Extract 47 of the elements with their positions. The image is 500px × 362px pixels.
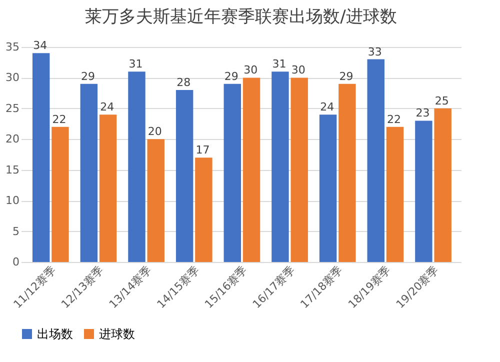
chart-title: 莱万多夫斯基近年赛季联赛出场数/进球数 xyxy=(85,7,397,28)
data-label: 25 xyxy=(434,94,449,108)
bar xyxy=(367,59,384,262)
bar xyxy=(52,126,69,262)
bar xyxy=(195,158,212,262)
data-label: 31 xyxy=(128,58,143,71)
data-label: 24 xyxy=(100,100,114,114)
bar xyxy=(128,72,146,262)
data-label: 23 xyxy=(416,106,430,120)
data-label: 34 xyxy=(33,39,48,52)
data-label: 22 xyxy=(387,112,402,126)
data-label: 30 xyxy=(244,64,258,77)
data-label: 30 xyxy=(291,64,306,77)
bar xyxy=(242,78,260,262)
data-label: 24 xyxy=(320,100,334,114)
legend-label: 进球数 xyxy=(99,327,135,341)
y-tick-label: 15 xyxy=(6,163,20,176)
bar xyxy=(32,53,50,262)
data-label: 17 xyxy=(196,144,210,157)
data-label: 28 xyxy=(176,76,191,89)
bar xyxy=(99,114,117,262)
y-tick-label: 30 xyxy=(6,71,20,84)
y-tick-label: 5 xyxy=(12,224,20,238)
bar xyxy=(415,120,432,262)
bar xyxy=(338,84,356,262)
y-tick-label: 10 xyxy=(6,194,20,208)
bar xyxy=(386,126,404,262)
bar xyxy=(434,108,452,262)
y-tick-label: 20 xyxy=(6,132,20,146)
legend-label: 出场数 xyxy=(37,327,73,341)
y-tick-label: 35 xyxy=(6,40,20,54)
data-label: 29 xyxy=(339,70,354,83)
bar xyxy=(272,72,289,262)
bar xyxy=(80,84,98,262)
data-label: 22 xyxy=(52,112,66,126)
bar xyxy=(319,114,337,262)
bar xyxy=(290,78,308,262)
bar xyxy=(176,90,194,262)
bar xyxy=(224,84,241,262)
bar xyxy=(147,139,164,262)
data-label: 29 xyxy=(224,70,238,83)
data-label: 20 xyxy=(148,125,162,138)
data-label: 33 xyxy=(368,45,382,58)
y-tick-label: 25 xyxy=(6,102,20,115)
data-label: 29 xyxy=(80,70,95,83)
y-tick-label: 0 xyxy=(12,256,20,268)
data-label: 31 xyxy=(272,58,286,71)
